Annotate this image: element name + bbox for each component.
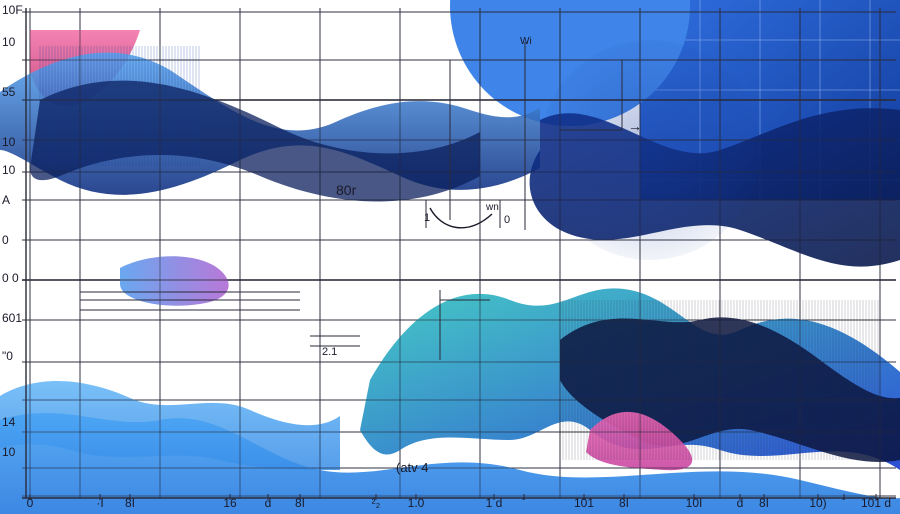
y-axis-label: 10 — [2, 163, 15, 177]
y-axis-label: 0 0 — [2, 271, 19, 285]
y-axis-label: 601 — [2, 311, 22, 325]
chart-stage: 10F10551010A00 0601"014100·I8I16d8I²₂1.0… — [0, 0, 900, 514]
x-axis-label: d — [737, 496, 744, 510]
x-axis-label: 1 d — [486, 496, 503, 510]
y-axis-label: 55 — [2, 85, 15, 99]
annotation: 1 — [424, 212, 430, 224]
annotation: 0 — [504, 214, 510, 226]
x-axis-label: 101 d — [861, 496, 891, 510]
y-axis-label: 14 — [2, 415, 15, 429]
annotation: 2.1 — [322, 346, 337, 358]
x-axis-label: ²₂ — [372, 496, 381, 510]
x-axis-label: 16 — [223, 496, 236, 510]
y-axis-label: 10 — [2, 135, 15, 149]
y-axis-label: A — [2, 193, 10, 207]
annotation: Wi — [520, 36, 532, 47]
x-axis-label: 8I — [619, 496, 629, 510]
annotation: 80r — [336, 182, 356, 198]
x-axis-label: 0 — [27, 496, 34, 510]
x-axis-label: 10I — [686, 496, 703, 510]
x-axis-label: 1.0 — [408, 496, 425, 510]
x-axis-label: 8I — [295, 496, 305, 510]
y-axis-label: 10 — [2, 445, 15, 459]
y-axis-label: 10F — [2, 3, 23, 17]
x-axis-label: ·I — [96, 496, 103, 510]
x-axis-label: 101 — [574, 496, 594, 510]
x-axis-label: 8I — [759, 496, 769, 510]
x-axis-label: ´ — [842, 496, 846, 510]
x-axis-label: 10) — [809, 496, 826, 510]
y-axis-label: "0 — [2, 349, 13, 363]
annotation: → — [628, 118, 642, 134]
annotation: wn — [486, 202, 499, 213]
x-axis-label: d — [265, 496, 272, 510]
y-axis-label: 0 — [2, 233, 9, 247]
x-axis-label: ´ — [522, 496, 526, 510]
annotation: (atv 4 — [396, 460, 429, 475]
x-axis-label: 8I — [125, 496, 135, 510]
chart-svg — [0, 0, 900, 514]
y-axis-label: 10 — [2, 35, 15, 49]
